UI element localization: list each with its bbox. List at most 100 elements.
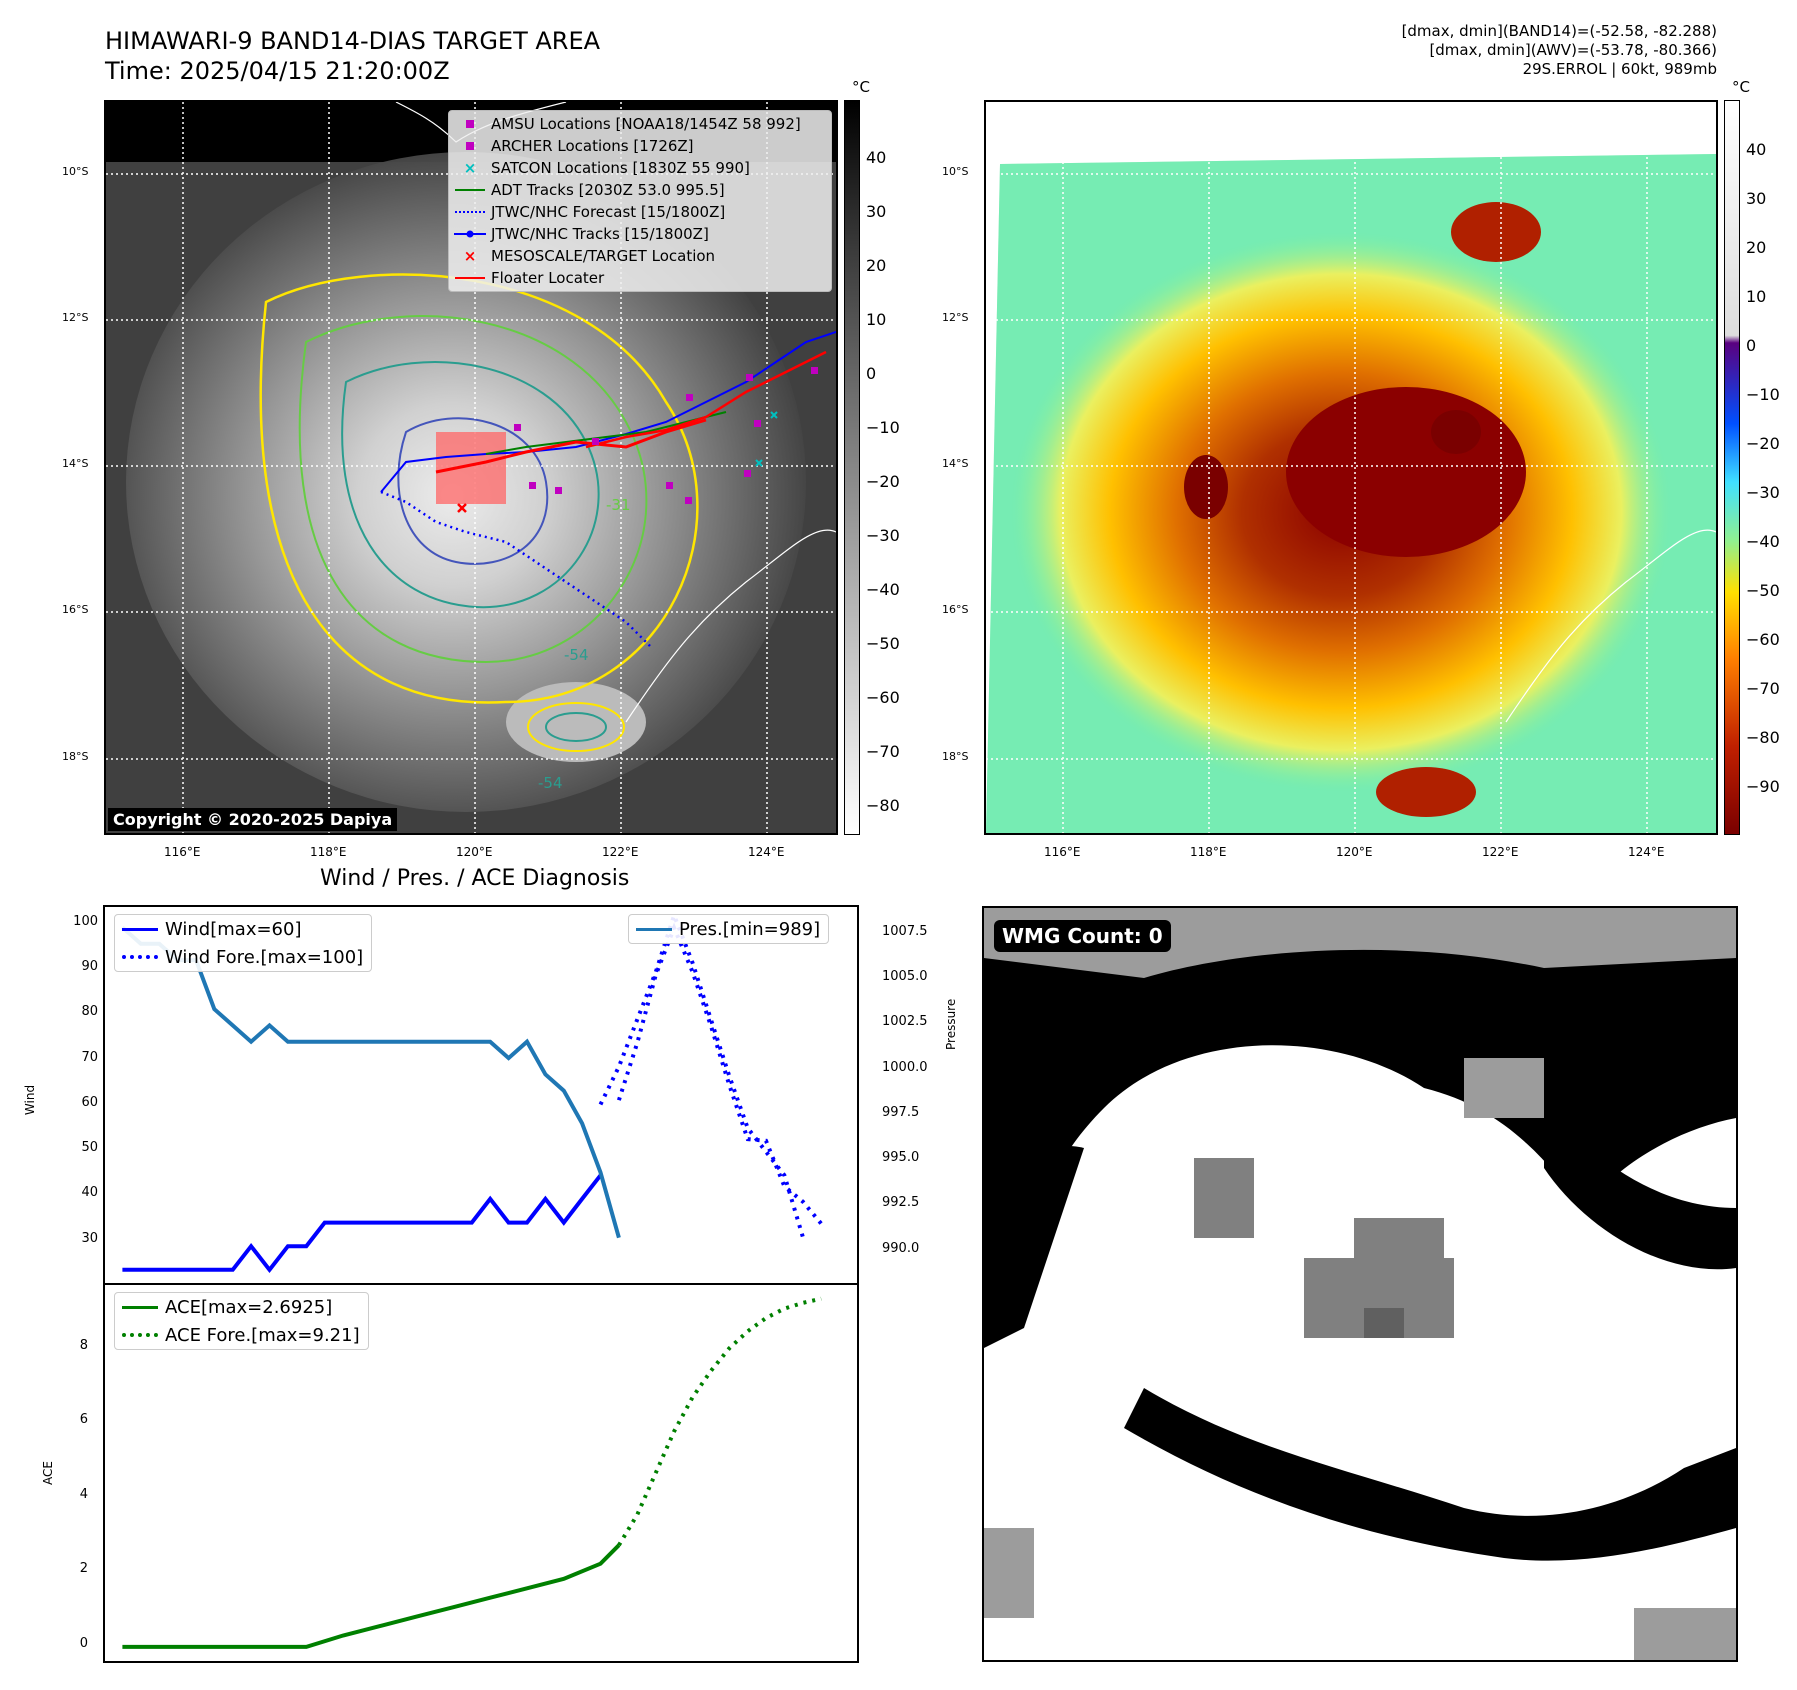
colorbar-tick: −30 bbox=[866, 526, 900, 545]
colorbar-tick: 20 bbox=[1746, 238, 1767, 257]
lat-label: 16°S bbox=[942, 603, 969, 616]
colorbar-tick: −70 bbox=[1746, 679, 1780, 698]
legend-item-floater: Floater Locater bbox=[449, 267, 831, 289]
info-line-awv: [dmax, dmin](AWV)=(-53.78, -80.366) bbox=[1429, 41, 1717, 59]
lat-label: 14°S bbox=[942, 457, 969, 470]
ace-panel-frame bbox=[103, 1283, 859, 1663]
colorbar-tick: −70 bbox=[866, 742, 900, 761]
contour-label: -54 bbox=[538, 774, 563, 792]
lon-label: 124°E bbox=[748, 845, 785, 859]
colorbar-tick: −50 bbox=[866, 634, 900, 653]
lon-label: 124°E bbox=[1628, 845, 1665, 859]
pressure-axis-label-side: Pressure bbox=[944, 998, 958, 1050]
legend-item-pres: Pres.[min=989] bbox=[629, 915, 828, 943]
wmg-count-badge: WMG Count: 0 bbox=[994, 920, 1171, 952]
legend-item-forecast: JTWC/NHC Forecast [15/1800Z] bbox=[449, 201, 831, 223]
ace-tick: 6 bbox=[79, 1412, 88, 1427]
lat-label: 14°S bbox=[62, 457, 89, 470]
colorbar-tick: 30 bbox=[1746, 189, 1767, 208]
colorbar-tick: −10 bbox=[866, 418, 900, 437]
wind-tick: 40 bbox=[81, 1185, 98, 1200]
color-ir-map bbox=[984, 100, 1718, 835]
lat-label: 18°S bbox=[942, 750, 969, 763]
ace-tick: 8 bbox=[79, 1338, 88, 1353]
lon-label: 122°E bbox=[1482, 845, 1519, 859]
wind-tick: 30 bbox=[81, 1231, 98, 1246]
lon-label: 120°E bbox=[456, 845, 493, 859]
colorbar-tick: −40 bbox=[866, 580, 900, 599]
pres-tick: 990.0 bbox=[882, 1241, 920, 1256]
lat-label: 12°S bbox=[942, 311, 969, 324]
diagnosis-chart: Wind Pressure ACE bbox=[23, 905, 859, 1663]
lon-label: 116°E bbox=[1044, 845, 1081, 859]
ace-tick: 4 bbox=[79, 1487, 88, 1502]
diagnosis-title: Wind / Pres. / ACE Diagnosis bbox=[320, 866, 630, 891]
legend-item-adt: ADT Tracks [2030Z 53.0 995.5] bbox=[449, 179, 831, 201]
series-line bbox=[617, 1296, 822, 1547]
info-block: [dmax, dmin](BAND14)=(-52.58, -82.288) [… bbox=[1402, 22, 1717, 79]
colorbar-tick: −80 bbox=[866, 796, 900, 815]
lat-label: 12°S bbox=[62, 311, 89, 324]
colorbar-tick: 0 bbox=[866, 364, 877, 383]
wmg-panel: WMG Count: 0 bbox=[982, 906, 1738, 1662]
target-area-box bbox=[436, 432, 506, 504]
lon-label: 118°E bbox=[1190, 845, 1227, 859]
series-line bbox=[122, 1543, 621, 1649]
colorbar-tick: −20 bbox=[866, 472, 900, 491]
color-colorbar-ticks: 40 30 20 10 0 −10 −20 −30 −40 −50 −60 −7… bbox=[1746, 140, 1786, 820]
legend-item-wind: Wind[max=60] bbox=[115, 915, 371, 943]
figure-title-line1: HIMAWARI-9 BAND14-DIAS TARGET AREA bbox=[105, 27, 601, 55]
legend-item-ace-fore: ACE Fore.[max=9.21] bbox=[115, 1321, 368, 1349]
color-colorbar-unit: °C bbox=[1732, 78, 1750, 96]
legend-item-ace: ACE[max=2.6925] bbox=[115, 1293, 368, 1321]
series-line bbox=[122, 1174, 603, 1274]
contour-label: -31 bbox=[606, 496, 631, 514]
lat-label: 10°S bbox=[942, 165, 969, 178]
series-line bbox=[616, 922, 823, 1225]
legend-item-archer: ARCHER Locations [1726Z] bbox=[449, 135, 831, 157]
pres-tick: 992.5 bbox=[882, 1195, 920, 1210]
contour-label: -54 bbox=[564, 646, 589, 664]
wind-legend: Wind[max=60] Wind Fore.[max=100] bbox=[114, 914, 373, 972]
pres-tick: 1002.5 bbox=[882, 1014, 928, 1029]
colorbar-tick: −10 bbox=[1746, 385, 1780, 404]
wind-tick: 100 bbox=[73, 914, 98, 929]
colorbar-tick: −80 bbox=[1746, 728, 1780, 747]
pres-tick: 1007.5 bbox=[882, 924, 928, 939]
pres-tick: 997.5 bbox=[882, 1105, 920, 1120]
colorbar-tick: 10 bbox=[1746, 287, 1767, 306]
legend-item-target: × MESOSCALE/TARGET Location bbox=[463, 247, 716, 265]
map-legend: AMSU Locations [NOAA18/1454Z 58 992] ARC… bbox=[448, 110, 832, 292]
colorbar-tick: −20 bbox=[1746, 434, 1780, 453]
colorbar-tick: −50 bbox=[1746, 581, 1780, 600]
gray-colorbar-ticks: 40 30 20 10 0 −10 −20 −30 −40 −50 −60 −7… bbox=[866, 148, 906, 815]
legend-item-satcon: × SATCON Locations [1830Z 55 990] bbox=[463, 159, 750, 177]
pres-tick: 995.0 bbox=[882, 1150, 920, 1165]
pres-tick: 1000.0 bbox=[882, 1060, 928, 1075]
colorbar-tick: −60 bbox=[1746, 630, 1780, 649]
gray-colorbar bbox=[844, 100, 860, 835]
ace-tick: 2 bbox=[79, 1561, 88, 1576]
colorbar-tick: −40 bbox=[1746, 532, 1780, 551]
wind-tick: 70 bbox=[81, 1050, 98, 1065]
wind-tick: 90 bbox=[81, 959, 98, 974]
target-location-marker bbox=[457, 503, 467, 513]
ace-legend: ACE[max=2.6925] ACE Fore.[max=9.21] bbox=[114, 1292, 369, 1350]
colorbar-tick: 20 bbox=[866, 256, 887, 275]
colorbar-tick: 40 bbox=[866, 148, 887, 167]
colorbar-tick: −90 bbox=[1746, 777, 1780, 796]
lon-label: 120°E bbox=[1336, 845, 1373, 859]
lat-label: 10°S bbox=[62, 165, 89, 178]
info-line-band14: [dmax, dmin](BAND14)=(-52.58, -82.288) bbox=[1401, 22, 1717, 40]
figure-title-line2: Time: 2025/04/15 21:20:00Z bbox=[105, 57, 450, 85]
lon-label: 116°E bbox=[164, 845, 201, 859]
colorbar-tick: 0 bbox=[1746, 336, 1757, 355]
lon-label: 122°E bbox=[602, 845, 639, 859]
wind-axis-label: Wind bbox=[23, 1085, 37, 1115]
legend-item-tracks: JTWC/NHC Tracks [15/1800Z] bbox=[449, 223, 831, 245]
colorbar-tick: 30 bbox=[866, 202, 887, 221]
colorbar-tick: 40 bbox=[1746, 140, 1767, 159]
series-line bbox=[598, 909, 805, 1238]
pressure-legend: Pres.[min=989] bbox=[628, 914, 830, 944]
info-line-storm: 29S.ERROL | 60kt, 989mb bbox=[1522, 60, 1717, 78]
